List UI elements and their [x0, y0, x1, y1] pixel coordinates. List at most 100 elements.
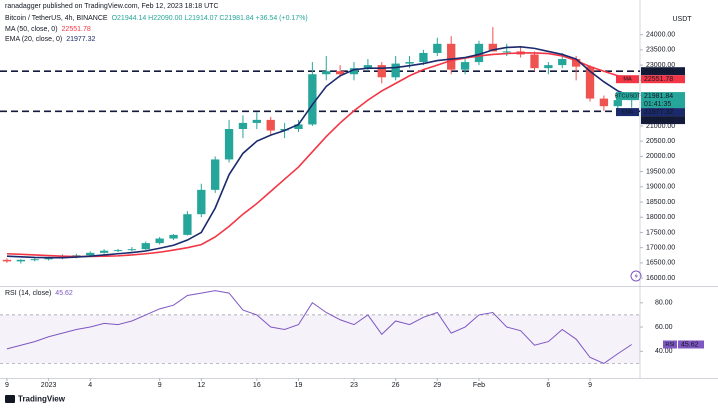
candle-body: [460, 62, 470, 70]
x-tick-label: 9: [158, 382, 162, 389]
y-tick-label: 23000.00: [646, 62, 675, 69]
indicator-value: 22551.78: [62, 26, 91, 33]
price-tag: [641, 75, 685, 84]
candle-body: [211, 159, 220, 190]
y-tick-label: 17500.00: [646, 229, 675, 236]
candle-body: [86, 252, 95, 256]
rsi-tag-name-box: [663, 340, 677, 349]
price-tag-label: 21981.84: [644, 93, 673, 100]
symbol-title: Bitcoin / TetherUS, 4h, BINANCE: [5, 15, 108, 22]
rsi-legend: RSI (14, close) 45.62: [5, 290, 73, 297]
indicator-name: EMA (20, close, 0): [5, 36, 62, 43]
candle-body: [197, 189, 206, 215]
candle-body: [405, 62, 414, 64]
y-tick-label: 20500.00: [646, 138, 675, 145]
x-tick-label: 2023: [41, 382, 57, 389]
price-tag-label: 01:41:35: [644, 101, 671, 108]
x-tick-label: 29: [433, 382, 441, 389]
price-tag-label: 22800.00: [644, 68, 673, 75]
price-tag-label: 22551.78: [644, 76, 673, 83]
price-tag-label: 21480.00: [644, 117, 673, 124]
price-tag-label: 21977.32: [644, 109, 673, 116]
candle-body: [433, 43, 442, 53]
candle-body: [113, 250, 123, 252]
indicator-legend: MA (50, close, 0) 22551.78: [5, 26, 91, 33]
rsi-tag-label: 45.62: [681, 341, 699, 348]
y-tick-label: 24000.00: [646, 32, 675, 39]
rsi-y-tick-label: 60.00: [655, 324, 673, 331]
candle-body: [349, 68, 359, 75]
x-tick-label: 12: [197, 382, 205, 389]
price-tag-name-box: [616, 92, 639, 101]
candle-body: [419, 52, 428, 63]
candle-body: [308, 74, 317, 125]
y-tick-label: 16500.00: [646, 260, 675, 267]
x-tick-label: 16: [253, 382, 261, 389]
rsi-title: RSI (14, close): [5, 290, 51, 297]
candle-body: [571, 59, 581, 67]
candle-body: [544, 65, 553, 69]
candle-body: [238, 122, 248, 130]
candle-body: [224, 129, 234, 160]
candle-body: [502, 51, 511, 53]
candle-body: [474, 43, 484, 63]
price-tag: [641, 92, 685, 109]
rsi-y-tick-label: 40.00: [655, 348, 673, 355]
price-tag: [641, 108, 685, 117]
x-tick-label: Feb: [473, 382, 485, 389]
candle-body: [558, 59, 567, 66]
ohlc: O21944.14 H22090.00 L21914.07 C21981.84 …: [112, 15, 308, 22]
y-tick-label: 19000.00: [646, 184, 675, 191]
rsi-tag-name: RSI: [665, 342, 675, 348]
candle-body: [335, 71, 345, 75]
candle-body: [377, 65, 386, 78]
candle-body: [44, 258, 53, 260]
price-tag: [641, 67, 685, 76]
candle-body: [127, 249, 137, 251]
indicator-line: [6, 46, 632, 259]
candle-body: [585, 66, 595, 99]
candle-body: [613, 100, 622, 107]
price-tag-name: MA: [623, 77, 632, 83]
indicator-name: MA (50, close, 0): [5, 26, 58, 33]
rsi-band: [0, 314, 640, 364]
rsi-legend-value: 45.62: [55, 290, 73, 297]
candle-body: [252, 119, 261, 123]
price-unit: USDT: [672, 16, 692, 23]
price-tag-name: BTCUSDT: [615, 94, 642, 100]
x-tick-label: 9: [588, 382, 592, 389]
x-tick-label: 23: [350, 382, 358, 389]
y-tick-label: 16000.00: [646, 275, 675, 282]
indicator-line: [6, 52, 632, 258]
candle-body: [155, 238, 164, 244]
candle-body: [530, 54, 539, 69]
rsi-y-tick-label: 80.00: [655, 300, 673, 307]
candle-body: [599, 98, 609, 107]
candle-body: [322, 71, 331, 75]
candle-body: [294, 124, 303, 130]
candle-body: [183, 214, 192, 235]
symbol-legend: Bitcoin / TetherUS, 4h, BINANCE O21944.14…: [5, 15, 308, 22]
logo-mark: [5, 395, 15, 403]
alert-icon: [630, 270, 642, 282]
candle-body: [447, 43, 456, 70]
candle-body: [99, 250, 109, 253]
x-tick-label: 9: [5, 382, 9, 389]
indicator-legend: EMA (20, close, 0) 21977.32: [5, 36, 96, 43]
candle-body: [391, 63, 400, 78]
x-tick-label: 26: [392, 382, 400, 389]
candle-body: [488, 43, 498, 52]
price-tag: [641, 116, 685, 125]
y-tick-label: 20000.00: [646, 153, 675, 160]
y-tick-label: 23500.00: [646, 47, 675, 54]
candle-body: [2, 259, 12, 262]
footer-brand: TradingView: [18, 395, 66, 404]
candle-body: [16, 259, 25, 262]
candle-body: [169, 234, 178, 239]
y-tick-label: 18500.00: [646, 199, 675, 206]
attribution: ranadagger published on TradingView.com,…: [5, 3, 219, 10]
rsi-line: [6, 290, 632, 365]
candle-body: [266, 119, 275, 131]
